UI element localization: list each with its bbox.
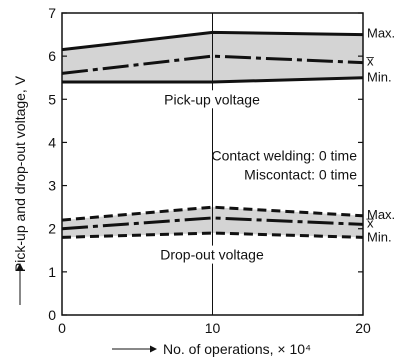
label-dropout-mean: x̅ [366, 215, 374, 230]
series-dropout-mean [61, 216, 364, 231]
x-axis-arrow-head [150, 345, 157, 353]
label-pickup-voltage-bg [161, 90, 264, 109]
label-pickup-max: Max. [367, 26, 395, 41]
y-axis-arrow-head [16, 263, 24, 270]
series-dropout-min [61, 231, 364, 239]
x-tick-label: 10 [205, 320, 221, 336]
x-tick-label: 20 [355, 320, 371, 336]
series-dropout-max [61, 205, 364, 222]
y-tick-label: 7 [48, 5, 56, 21]
x-axis-label: No. of operations, × 10⁴ [163, 341, 311, 357]
y-axis-label: Pick-up and drop-out voltage, V [12, 75, 28, 272]
y-tick-label: 2 [48, 221, 56, 237]
label-pickup-voltage: Pick-up voltage [164, 91, 260, 107]
y-tick-label: 1 [48, 264, 56, 280]
label-dropout-voltage-bg [157, 245, 267, 264]
annotation-miscontact: Miscontact: 0 time [244, 166, 357, 182]
y-tick-label: 4 [48, 134, 56, 150]
y-tick-label: 5 [48, 91, 56, 107]
label-pickup-min: Min. [367, 70, 392, 85]
y-tick-label: 0 [48, 307, 56, 323]
x-tick-label: 0 [58, 320, 66, 336]
label-dropout-voltage: Drop-out voltage [160, 247, 264, 263]
label-dropout-min: Min. [367, 229, 392, 244]
label-pickup-mean: x̅ [366, 54, 374, 69]
y-tick-label: 3 [48, 178, 56, 194]
series-pickup-mean [61, 54, 364, 75]
annotation-contact-welding: Contact welding: 0 time [211, 147, 357, 163]
label-dropout-max: Max. [367, 207, 395, 222]
y-tick-label: 6 [48, 48, 56, 64]
plot-frame [61, 12, 364, 316]
